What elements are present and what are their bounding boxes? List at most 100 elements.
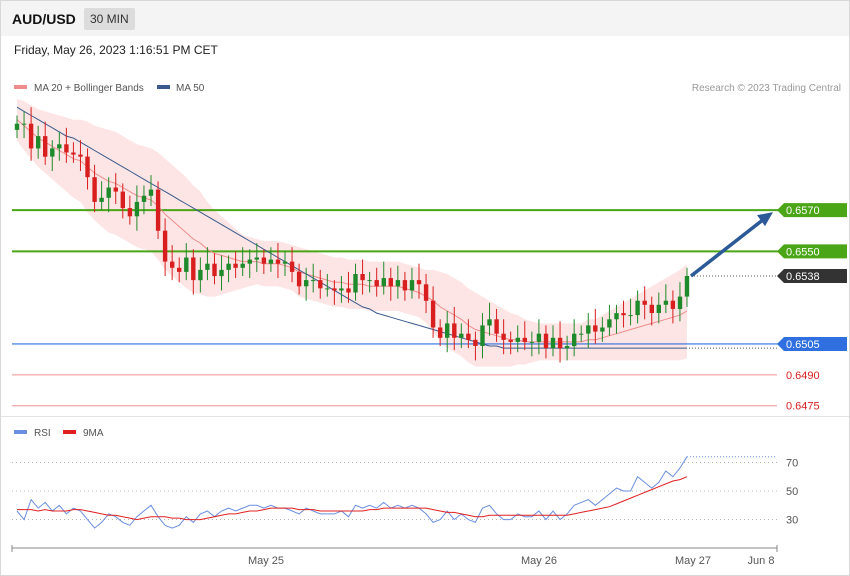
rsi-tick-label: 30 (786, 515, 798, 527)
candle (205, 247, 210, 281)
rsi-line (16, 456, 688, 529)
candle (614, 304, 619, 334)
x-tick-label: Jun 8 (748, 555, 775, 567)
candle (141, 185, 147, 215)
candle (677, 282, 683, 322)
candle (487, 302, 492, 336)
candle (367, 271, 372, 293)
candle (64, 127, 69, 163)
level-tag-0.6505: 0.6505 (777, 336, 847, 351)
rsi-tick-label: 50 (786, 486, 798, 498)
candle (219, 255, 224, 291)
candle (99, 181, 104, 211)
candle (113, 173, 118, 204)
ma50-legend-label: MA 50 (176, 83, 205, 94)
candle (663, 284, 669, 314)
x-tick-label: May 27 (675, 555, 711, 567)
candle (466, 319, 471, 349)
rsi-ma-line (17, 476, 688, 521)
rsi-ma-legend-swatch (63, 430, 76, 434)
copyright-label: Research © 2023 Trading Central (692, 83, 841, 94)
candle (21, 111, 27, 139)
candle (388, 267, 393, 301)
candle (360, 259, 365, 295)
candle (134, 185, 140, 231)
candle (430, 286, 436, 338)
candle (127, 195, 133, 225)
ma20-legend-swatch (14, 85, 27, 89)
candle (28, 107, 34, 161)
candle (170, 245, 175, 281)
candle (325, 273, 330, 297)
chart-header: AUD/USD 30 MIN (1, 1, 849, 36)
candle (550, 325, 556, 357)
rsi-ma-legend-label: 9MA (83, 428, 104, 439)
candle (409, 267, 415, 299)
candle (339, 276, 344, 303)
candle (607, 304, 612, 336)
symbol-title: AUD/USD (12, 11, 76, 27)
candle (226, 255, 231, 283)
level-tag-text: 0.6505 (786, 339, 820, 351)
candle (649, 296, 654, 326)
candle (684, 267, 690, 307)
candle (480, 313, 485, 359)
candle (459, 323, 464, 349)
candle (247, 249, 252, 279)
ma20-legend-label: MA 20 + Bollinger Bands (34, 83, 144, 94)
candle (494, 308, 499, 342)
candle (621, 300, 626, 328)
candle (543, 325, 549, 359)
rsi-legend-swatch (14, 430, 27, 434)
level-label-0.6490: 0.6490 (786, 370, 820, 382)
candle (557, 321, 563, 363)
candle (346, 271, 351, 303)
candle (452, 306, 457, 351)
bollinger-band (17, 99, 687, 367)
candle (289, 247, 295, 283)
candle (78, 140, 83, 172)
candle (191, 249, 196, 295)
candle (522, 321, 527, 351)
candle (233, 251, 238, 279)
candle (586, 313, 591, 349)
candle (318, 269, 323, 299)
candle (445, 311, 450, 353)
timeframe-badge[interactable]: 30 MIN (84, 8, 135, 30)
candle (572, 319, 577, 357)
x-tick-label: May 25 (248, 555, 284, 567)
forecast-arrow-head (757, 212, 773, 227)
candle (120, 183, 125, 219)
candle (501, 319, 506, 355)
candle (515, 325, 520, 353)
level-label-0.6475: 0.6475 (786, 401, 820, 413)
level-tag-0.6538: 0.6538 (777, 269, 847, 284)
candle (57, 131, 62, 161)
candle (473, 331, 478, 361)
candle (438, 319, 443, 347)
level-tag-text: 0.6570 (786, 205, 820, 217)
forecast-arrow (689, 216, 767, 278)
candle (402, 271, 408, 301)
candle (332, 280, 337, 305)
candle (212, 253, 217, 285)
price-levels-layer (12, 209, 847, 407)
candle (536, 319, 542, 355)
candle (261, 249, 267, 274)
candle (353, 263, 358, 301)
chart-datetime: Friday, May 26, 2023 1:16:51 PM CET (14, 43, 218, 57)
candle (564, 335, 570, 361)
bollinger-band-layer (17, 99, 687, 367)
candle (600, 317, 605, 342)
level-tag-text: 0.6538 (786, 271, 820, 283)
candle (106, 177, 111, 213)
candle (92, 164, 97, 213)
x-tick-label: May 26 (521, 555, 557, 567)
candle (282, 251, 288, 277)
candle (656, 292, 661, 324)
level-tag-text: 0.6550 (786, 246, 820, 258)
candle (628, 298, 633, 326)
rsi-layer: 30 50 70 (12, 456, 798, 529)
candle (254, 243, 259, 272)
ma50-line (16, 106, 687, 349)
